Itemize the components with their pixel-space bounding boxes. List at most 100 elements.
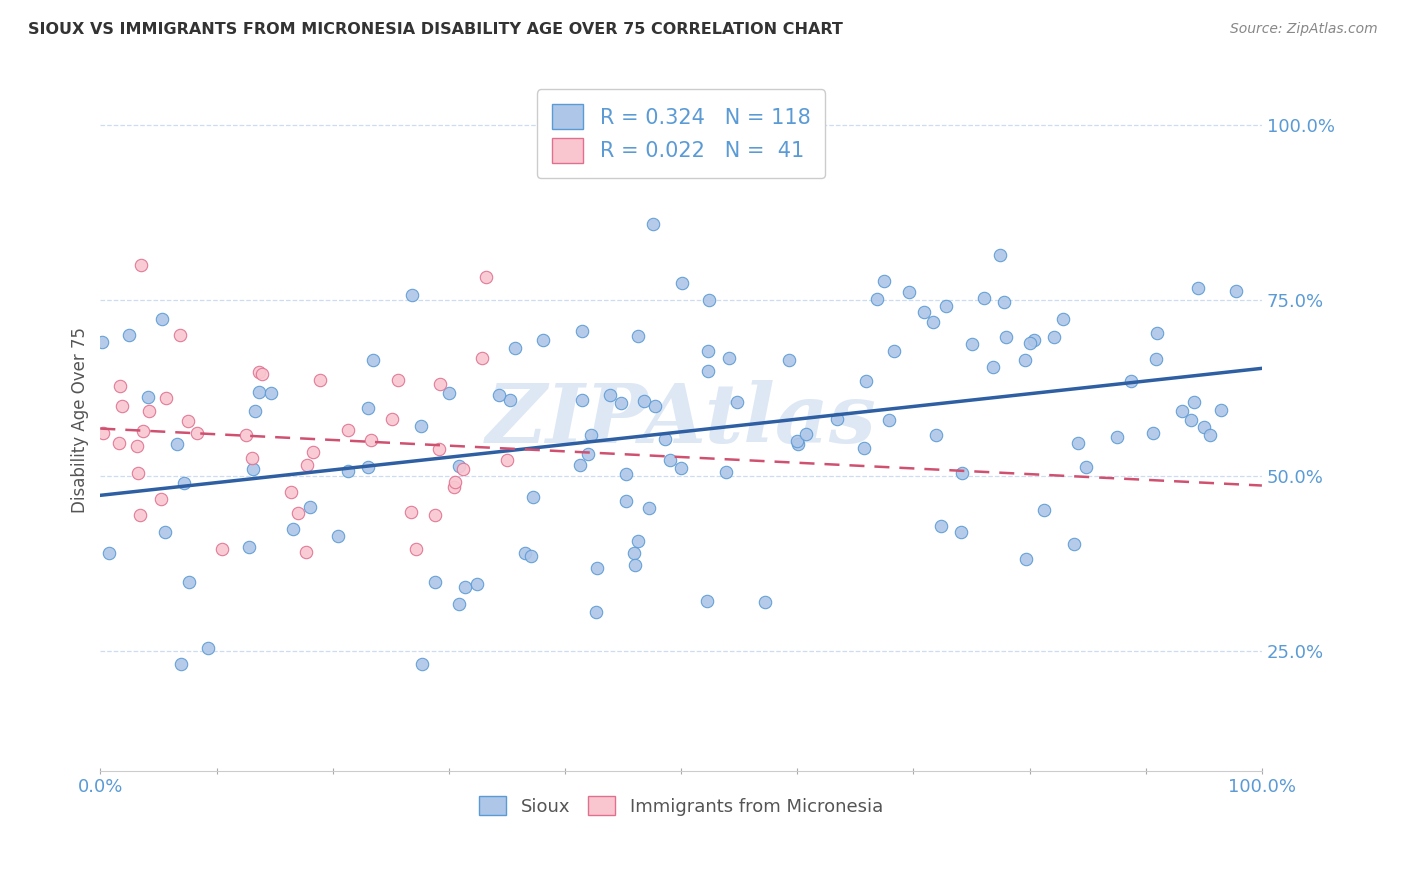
Point xyxy=(1019,336,1042,351)
Point xyxy=(443,479,465,493)
Point xyxy=(475,269,498,284)
Point xyxy=(118,327,141,342)
Point xyxy=(488,388,510,402)
Point xyxy=(328,528,350,542)
Point xyxy=(579,428,602,442)
Point xyxy=(623,545,645,559)
Point xyxy=(129,508,152,522)
Point xyxy=(287,506,309,520)
Point xyxy=(136,390,159,404)
Point xyxy=(243,403,266,417)
Point xyxy=(439,385,461,400)
Y-axis label: Disability Age Over 75: Disability Age Over 75 xyxy=(72,326,89,513)
Point xyxy=(995,330,1018,344)
Point xyxy=(1171,404,1194,418)
Point xyxy=(571,393,593,408)
Point xyxy=(302,445,325,459)
Point xyxy=(1067,436,1090,450)
Point xyxy=(873,274,896,288)
Point xyxy=(714,466,737,480)
Point xyxy=(1022,334,1045,348)
Point xyxy=(627,328,650,343)
Point xyxy=(166,436,188,450)
Point xyxy=(522,490,544,504)
Point xyxy=(405,541,427,556)
Point xyxy=(1052,311,1074,326)
Point xyxy=(1043,330,1066,344)
Point xyxy=(578,447,600,461)
Point xyxy=(1033,503,1056,517)
Point xyxy=(387,373,409,387)
Text: ZIPAtlas: ZIPAtlas xyxy=(485,380,876,459)
Point xyxy=(409,418,432,433)
Point xyxy=(357,459,380,474)
Point xyxy=(495,453,517,467)
Point xyxy=(825,411,848,425)
Point xyxy=(1015,552,1038,566)
Point xyxy=(337,423,360,437)
Point xyxy=(950,466,973,480)
Point xyxy=(993,295,1015,310)
Point xyxy=(624,558,647,572)
Point xyxy=(960,336,983,351)
Point xyxy=(855,374,877,388)
Point xyxy=(659,453,682,467)
Point xyxy=(295,458,318,472)
Point xyxy=(150,491,173,506)
Point xyxy=(922,315,945,329)
Point xyxy=(778,353,800,368)
Point xyxy=(935,299,957,313)
Point xyxy=(1182,395,1205,409)
Point xyxy=(173,475,195,490)
Legend: Sioux, Immigrants from Micronesia: Sioux, Immigrants from Micronesia xyxy=(470,788,891,825)
Point xyxy=(531,333,554,347)
Point xyxy=(586,561,609,575)
Point xyxy=(912,305,935,319)
Point xyxy=(614,467,637,481)
Point xyxy=(91,335,114,350)
Point xyxy=(108,435,131,450)
Point xyxy=(138,404,160,418)
Point xyxy=(641,218,664,232)
Point xyxy=(787,437,810,451)
Point xyxy=(132,424,155,438)
Point xyxy=(176,414,198,428)
Point xyxy=(451,462,474,476)
Point xyxy=(981,360,1004,375)
Point xyxy=(235,428,257,442)
Point xyxy=(614,494,637,508)
Point xyxy=(638,500,661,515)
Point xyxy=(925,428,948,442)
Text: Source: ZipAtlas.com: Source: ZipAtlas.com xyxy=(1230,22,1378,37)
Point xyxy=(357,401,380,415)
Point xyxy=(696,594,718,608)
Point xyxy=(247,385,270,400)
Point xyxy=(242,462,264,476)
Point xyxy=(718,351,741,365)
Point xyxy=(883,343,905,358)
Point xyxy=(186,425,208,440)
Point xyxy=(696,343,718,358)
Point xyxy=(242,450,264,465)
Point xyxy=(423,574,446,589)
Point xyxy=(669,461,692,475)
Point xyxy=(499,393,522,408)
Point xyxy=(1199,427,1222,442)
Point xyxy=(786,434,808,449)
Point xyxy=(633,393,655,408)
Point xyxy=(91,425,114,440)
Point xyxy=(280,485,302,500)
Point xyxy=(599,388,621,402)
Point xyxy=(1119,374,1142,388)
Point xyxy=(571,324,593,338)
Point xyxy=(503,342,526,356)
Point xyxy=(879,413,901,427)
Point xyxy=(1211,403,1233,417)
Point xyxy=(108,379,131,393)
Point xyxy=(401,288,423,302)
Point xyxy=(252,367,274,381)
Point xyxy=(429,377,451,392)
Point xyxy=(281,522,304,536)
Point xyxy=(585,605,607,619)
Point xyxy=(465,577,488,591)
